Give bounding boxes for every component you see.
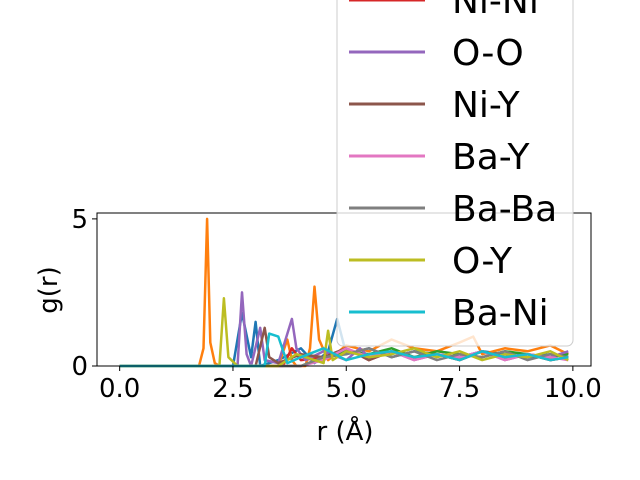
x-tick-label: 0.0	[99, 374, 140, 404]
series-lines	[119, 217, 569, 368]
x-axis-label: r (Å)	[316, 415, 373, 447]
x-ticks: 0.0 2.5 5.0 7.5 10.0	[99, 366, 602, 404]
y-tick-label: 5	[71, 205, 88, 235]
legend-label: Ba-Y	[452, 137, 530, 178]
x-tick-label: 7.5	[439, 374, 480, 404]
legend-label: Ni-Y	[452, 85, 521, 126]
legend-label: Ba-Ba	[452, 189, 557, 230]
legend-label: Ba-Ni	[452, 293, 549, 334]
legend-label: Ni-Ni	[452, 0, 539, 22]
y-axis-label: g(r)	[34, 266, 64, 313]
y-tick-label: 0	[71, 352, 88, 382]
x-tick-label: 10.0	[544, 374, 602, 404]
x-tick-label: 5.0	[326, 374, 367, 404]
legend-label: O-O	[452, 33, 524, 74]
legend: Ni-Ni O-O Ni-Y Ba-Y Ba-Ba O-Y Ba-Ni	[336, 0, 574, 347]
x-tick-label: 2.5	[212, 374, 253, 404]
legend-label: O-Y	[452, 241, 513, 282]
series-line-ba-ni	[119, 332, 569, 368]
y-ticks: 05	[71, 205, 97, 382]
